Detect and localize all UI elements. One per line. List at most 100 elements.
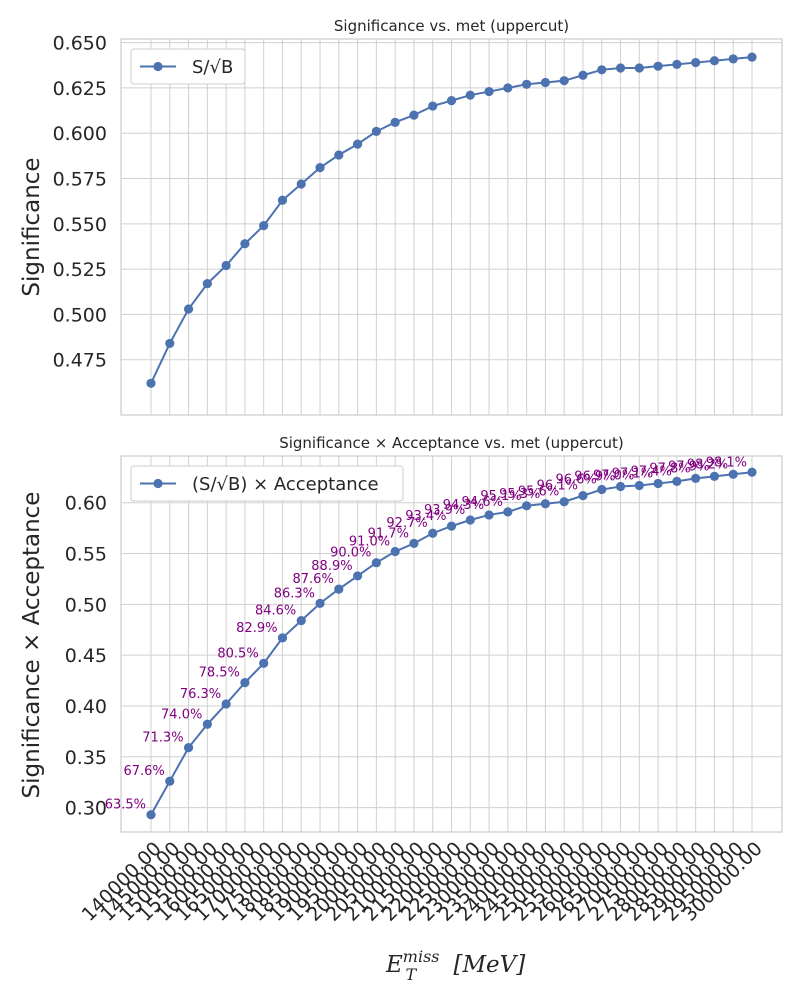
data-point <box>709 56 720 66</box>
data-point <box>259 221 269 231</box>
data-point <box>691 473 701 483</box>
data-point <box>183 743 194 753</box>
data-point <box>315 598 325 608</box>
data-point <box>240 239 250 249</box>
y-tick-label: 0.475 <box>53 350 107 372</box>
data-point <box>446 521 457 531</box>
data-point <box>428 101 438 111</box>
acceptance-label: 86.3% <box>274 586 315 601</box>
legend-marker <box>153 478 163 489</box>
acceptance-label: 63.5% <box>105 798 146 813</box>
y-tick-label: 0.650 <box>53 33 107 55</box>
chart-significance: Significance vs. met (uppercut) Signific… <box>19 17 783 416</box>
data-point <box>296 616 306 626</box>
y-axis-label: Significance <box>19 157 45 296</box>
x-axis-label-sup: miss <box>403 947 440 966</box>
data-point <box>371 558 381 568</box>
data-points <box>146 467 757 820</box>
data-point <box>653 61 663 71</box>
legend-label: S/√B <box>192 57 233 78</box>
data-point <box>277 633 288 643</box>
data-point <box>522 79 532 89</box>
data-point <box>371 126 381 137</box>
acceptance-label: 93.4% <box>405 509 446 524</box>
acceptance-label: 67.6% <box>123 764 164 779</box>
acceptance-label: 90.0% <box>330 546 371 561</box>
chart-title: Significance × Acceptance vs. met (upper… <box>279 434 624 452</box>
legend-marker <box>153 61 163 72</box>
data-point <box>446 96 457 106</box>
acceptance-label: 97.0% <box>593 468 634 483</box>
data-point <box>540 77 551 88</box>
y-tick-label: 0.30 <box>65 798 107 820</box>
y-tick-label: 0.575 <box>53 169 107 191</box>
y-tick-label: 0.625 <box>53 78 107 100</box>
data-point <box>672 476 682 487</box>
x-axis-label-main: E <box>385 952 403 978</box>
acceptance-label: 97.8% <box>649 461 690 476</box>
data-point <box>390 546 400 557</box>
acceptance-label: 96.6% <box>555 473 596 488</box>
data-point <box>634 63 644 73</box>
data-point <box>540 499 551 509</box>
data-point <box>691 57 701 68</box>
y-tick-label: 0.525 <box>53 259 107 281</box>
data-point <box>634 480 644 491</box>
acceptance-label: 98.2% <box>687 457 728 472</box>
data-point <box>277 195 288 205</box>
data-point <box>259 658 269 668</box>
acceptance-label: 71.3% <box>142 731 183 746</box>
y-tick-label: 0.55 <box>65 544 107 566</box>
legend-frame <box>130 465 404 502</box>
legend-label: (S/√B) × Acceptance <box>192 474 379 495</box>
y-axis-label: Significance × Acceptance <box>19 492 45 799</box>
data-point <box>334 584 344 594</box>
acceptance-label: 74.0% <box>161 707 202 722</box>
grid <box>121 39 782 415</box>
y-tick-label: 0.600 <box>53 123 107 145</box>
data-point <box>484 510 494 520</box>
data-point <box>597 484 607 495</box>
acceptance-label: 82.9% <box>236 621 277 636</box>
acceptance-label: 97.4% <box>631 464 672 479</box>
data-point <box>503 83 513 93</box>
x-tick-labels: 140000.00145000.00150000.00155000.001600… <box>78 838 767 926</box>
acceptance-labels: 63.5% 67.6% 71.3% 74.0% 76.3% 78.5% 80.5% 82.9%… <box>105 455 747 812</box>
x-axis-label-sub: T <box>406 965 418 984</box>
y-tick-label: 0.50 <box>65 594 107 616</box>
acceptance-label: 76.3% <box>180 687 221 702</box>
data-point <box>615 481 626 492</box>
y-tick-label: 0.45 <box>65 645 107 667</box>
data-point <box>409 110 419 120</box>
chart-title: Significance vs. met (uppercut) <box>334 17 569 35</box>
data-point <box>352 571 363 581</box>
data-point <box>709 471 720 481</box>
data-point <box>296 179 306 189</box>
acceptance-label: 96.1% <box>537 479 578 494</box>
data-points <box>146 52 757 388</box>
data-point <box>428 528 438 538</box>
data-point <box>165 776 175 786</box>
data-point <box>559 76 569 86</box>
acceptance-label: 88.9% <box>311 559 352 574</box>
acceptance-label: 93.9% <box>424 503 465 518</box>
data-point <box>202 279 212 289</box>
data-point <box>146 810 156 820</box>
data-point <box>409 538 419 548</box>
data-point <box>672 59 682 69</box>
acceptance-label: 94.6% <box>462 495 503 510</box>
data-point <box>315 163 325 173</box>
data-point <box>202 719 212 729</box>
data-point <box>578 70 588 80</box>
y-tick-labels: 0.475 0.500 0.525 0.550 0.575 0.600 0.625 0.650 <box>53 33 107 372</box>
acceptance-label: 84.6% <box>255 604 296 619</box>
acceptance-label: 91.7% <box>368 526 409 541</box>
acceptance-label: 97.9% <box>668 459 709 474</box>
acceptance-label: 95.1% <box>480 489 521 504</box>
data-point <box>165 338 175 349</box>
x-axis-label-unit: [MeV] <box>446 952 525 978</box>
data-point <box>653 478 663 489</box>
data-point <box>221 699 231 709</box>
chart-significance-acceptance: Significance × Acceptance vs. met (upper… <box>19 434 783 984</box>
